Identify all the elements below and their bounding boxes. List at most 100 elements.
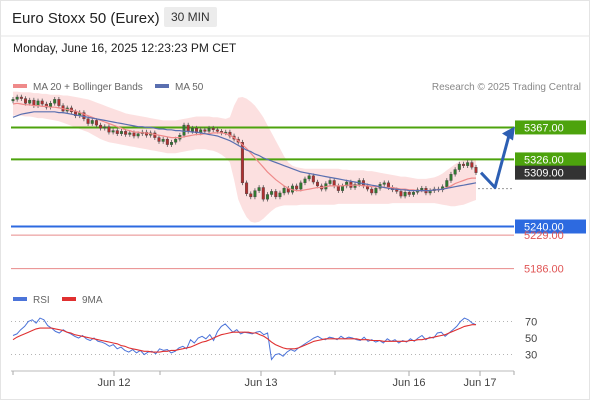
rsi-panel: 70 50 30 [11,316,537,362]
level-tag-5240-00 [515,219,586,234]
candle-body [36,100,40,106]
candle-body [295,185,299,190]
candle-body [19,96,23,99]
candle-body [445,180,449,187]
candle-body [57,99,61,106]
moving-averages-layer [12,102,477,192]
candle-body [270,191,274,195]
forecast-arrow-line [479,135,511,189]
ma50-legend-label: MA 50 [175,82,204,93]
candle-body [53,99,57,104]
candle-body [316,181,319,187]
candle-body [74,111,78,116]
x-axis: Jun 12 Jun 13 Jun 16 Jun 17 [12,371,515,389]
ma20-legend-swatch [13,84,27,88]
candle-body [311,175,315,183]
candle-body [90,120,94,124]
candle-body [257,187,261,191]
candle-body [132,132,136,137]
x-tick-label-jun-12: Jun 12 [97,377,130,389]
candle-body [28,99,32,104]
candle-body [103,126,107,129]
candle-body [157,137,161,142]
candle-body [278,192,282,198]
levels-layer [11,126,514,270]
candle-body [341,185,345,191]
candle-body [345,181,349,187]
candle-body [336,185,340,191]
candle-body [44,103,48,108]
candle-body [386,182,390,188]
candle-body [274,191,278,198]
candle-body [215,129,219,132]
candle-body [207,128,211,132]
candle-body [282,188,286,194]
timeframe-badge[interactable]: 30 MIN [164,7,217,27]
candle-body [253,190,257,198]
candle-body [195,128,199,134]
rsi-line [12,317,477,361]
candle-body [303,178,307,184]
candle-body [228,131,232,137]
candle-body [403,191,407,197]
candle-body [466,162,470,166]
candle-body [24,98,28,104]
rsi-ma-legend-label: 9MA [82,295,103,306]
candle-body [399,191,403,197]
candle-body [461,163,465,166]
candle-body [170,142,173,145]
candle-body [86,118,90,124]
ma20-line [12,102,476,192]
level-label-5309-00: 5309.00 [524,168,564,180]
x-tick-label-jun-17: Jun 17 [463,377,496,389]
candle-body [32,99,36,106]
bollinger-band-layer [13,91,476,223]
candle-body [161,138,165,142]
chart-header: Euro Stoxx 50 (Eurex) 30 MIN [0,0,590,36]
candle-body [107,126,111,133]
candle-body [136,133,140,137]
forecast-layer [479,126,515,189]
rsi-legend-swatch [13,297,27,301]
x-tick-label-jun-13: Jun 13 [244,377,277,389]
bollinger-band [13,91,476,223]
candle-body [370,188,374,194]
rsi-tick-50: 50 [525,333,537,345]
candle-body [99,124,103,129]
forecast-arrow-head [502,126,515,141]
candle-body [307,175,311,180]
candle-body [190,128,194,132]
candle-body [299,182,303,190]
candle-body [211,128,215,130]
candle-body [245,182,249,194]
candle-body [470,162,474,168]
candle-body [186,124,190,132]
rsi-ma-legend-swatch [62,297,76,301]
candle-body [128,132,132,135]
candle-body [474,167,478,173]
ma20-legend-label: MA 20 + Bollinger Bands [33,82,143,93]
candle-body [111,130,115,133]
rsi-tick-70: 70 [525,316,537,328]
level-tag-5367-00 [515,120,586,135]
level-tag-5309-00 [515,165,586,180]
candle-body [382,182,386,185]
candle-body [261,187,265,200]
candle-body [165,138,169,145]
rsi-tick-30: 30 [525,350,537,362]
level-label-5326-00: 5326.00 [524,154,564,166]
rsi-legend-label: RSI [33,295,50,306]
ma50-line [12,111,477,192]
candle-body [328,180,332,184]
candle-body [411,191,415,195]
candle-body [395,189,399,192]
timestamp: Monday, June 16, 2025 12:23:23 PM CET [13,41,237,55]
candle-body [240,142,244,184]
candle-body [115,130,119,134]
candle-body [332,180,336,187]
level-label-5186-00: 5186.00 [524,264,564,276]
rsi-ma-line [12,324,476,353]
candle-body [249,193,253,198]
